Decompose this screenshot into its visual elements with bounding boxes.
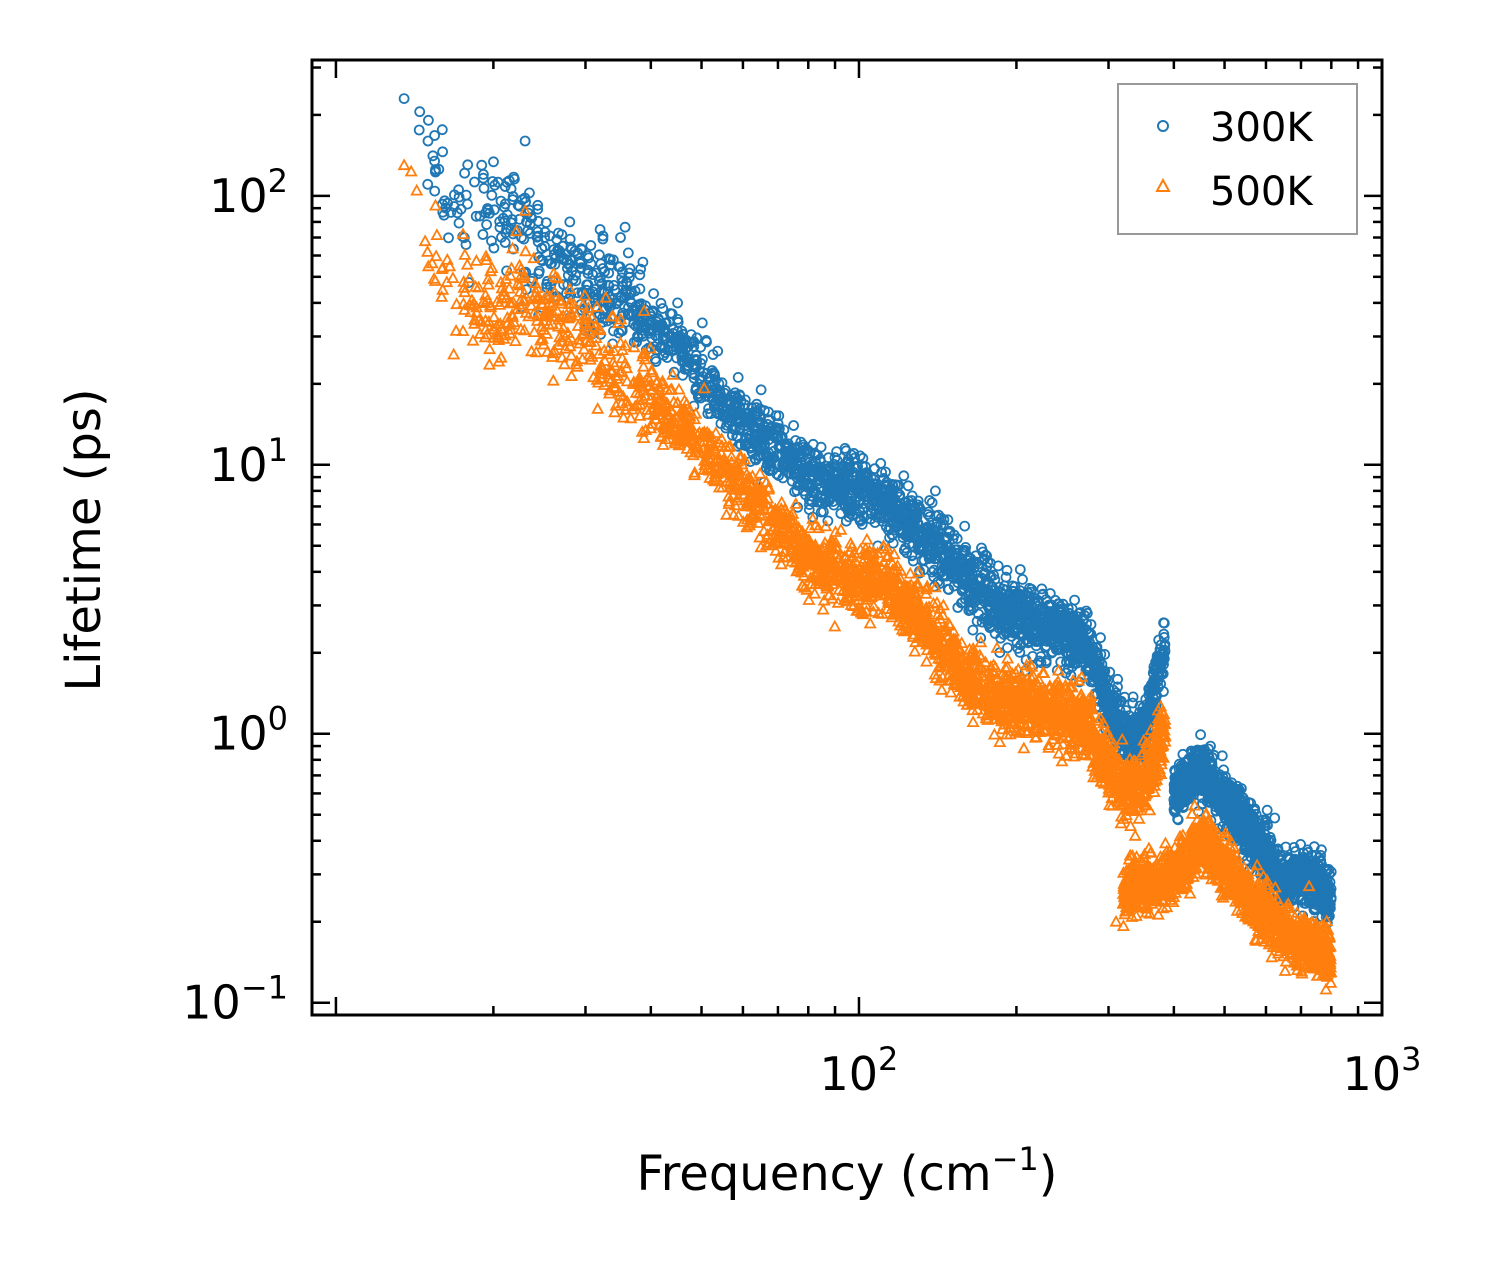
data-point (1112, 673, 1123, 685)
data-point (637, 256, 649, 268)
data-point (597, 230, 609, 242)
data-point (943, 584, 955, 595)
data-point (1035, 657, 1047, 669)
data-point (532, 226, 544, 238)
data-point (1062, 603, 1074, 614)
data-point (474, 210, 486, 222)
data-point (494, 221, 506, 233)
data-point (622, 247, 634, 259)
data-point (469, 176, 480, 188)
data-point (532, 199, 544, 211)
data-point (539, 226, 551, 238)
data-point (438, 209, 450, 221)
data-point (477, 229, 489, 240)
data-point (971, 594, 983, 606)
data-point (1099, 649, 1111, 660)
data-point (596, 278, 608, 289)
data-point (470, 210, 482, 222)
data-point (429, 130, 441, 141)
data-point (1060, 667, 1072, 679)
data-point (696, 317, 708, 329)
data-point (1040, 655, 1052, 667)
data-point (422, 178, 434, 190)
data-point (518, 233, 530, 245)
data-point (492, 176, 504, 188)
data-point (602, 279, 614, 291)
data-point (585, 240, 597, 251)
data-point (971, 615, 983, 627)
data-point (1018, 636, 1029, 648)
series-300k (398, 93, 1337, 929)
data-point (486, 189, 498, 201)
data-point (533, 265, 545, 277)
data-point (422, 114, 434, 126)
data-point (413, 124, 425, 136)
data-point (414, 106, 426, 118)
data-point (732, 371, 744, 383)
data-point (582, 268, 594, 279)
data-point (1036, 583, 1048, 595)
data-point (436, 124, 448, 136)
data-point (926, 497, 938, 509)
data-point (585, 258, 597, 270)
data-point (624, 263, 636, 275)
data-point (1033, 655, 1045, 667)
data-point (478, 182, 490, 194)
data-point (700, 334, 712, 346)
data-point (522, 225, 534, 236)
data-point (462, 198, 473, 210)
data-point (907, 555, 919, 567)
data-point (804, 447, 816, 459)
data-point (487, 176, 499, 187)
data-point (524, 227, 536, 239)
data-point (619, 221, 631, 233)
data-point (902, 480, 914, 492)
data-point (623, 267, 635, 279)
data-point (443, 232, 454, 244)
data-point (857, 460, 868, 472)
data-point (1049, 594, 1061, 606)
data-point (854, 450, 866, 462)
data-point (437, 146, 449, 158)
data-point (1025, 586, 1037, 598)
data-point (924, 495, 935, 506)
data-point (597, 316, 609, 328)
data-point (1153, 634, 1165, 646)
data-point (922, 509, 934, 520)
data-point (516, 194, 528, 206)
data-point (777, 472, 789, 484)
data-point (655, 297, 667, 309)
data-point (1095, 632, 1106, 644)
data-point (995, 632, 1006, 644)
data-point (635, 263, 646, 275)
data-point (657, 303, 669, 314)
data-point (484, 207, 495, 219)
data-point (1017, 574, 1028, 585)
data-point (486, 235, 497, 247)
data-point (975, 632, 987, 644)
data-point (564, 233, 576, 245)
data-point (967, 624, 979, 636)
data-point (695, 341, 706, 353)
series-layer (397, 93, 1338, 995)
data-point (488, 156, 499, 168)
data-point (869, 463, 881, 475)
data-point (1081, 607, 1093, 619)
data-point (481, 219, 493, 231)
data-point (451, 207, 463, 219)
data-point (727, 429, 738, 441)
data-point (526, 212, 538, 224)
data-point (1158, 617, 1170, 629)
data-point (848, 447, 860, 459)
data-point (453, 217, 465, 229)
